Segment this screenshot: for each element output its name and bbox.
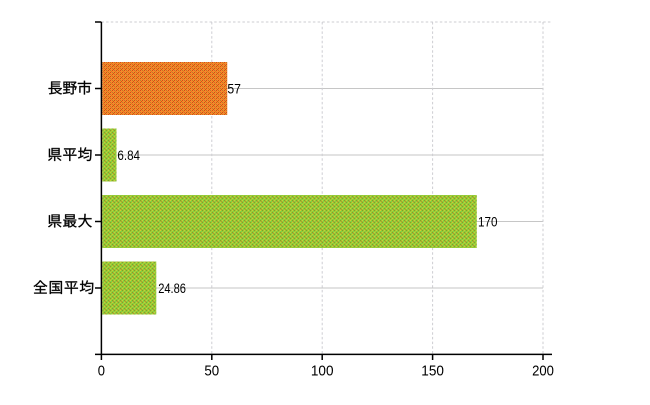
svg-text:0: 0	[98, 362, 105, 379]
svg-text:100: 100	[311, 362, 334, 379]
svg-text:170: 170	[478, 214, 498, 229]
svg-text:57: 57	[227, 81, 241, 96]
svg-text:24.86: 24.86	[158, 281, 186, 296]
svg-text:6.84: 6.84	[117, 148, 140, 163]
svg-text:200: 200	[532, 362, 554, 379]
svg-text:150: 150	[421, 362, 444, 379]
svg-text:50: 50	[204, 362, 219, 379]
